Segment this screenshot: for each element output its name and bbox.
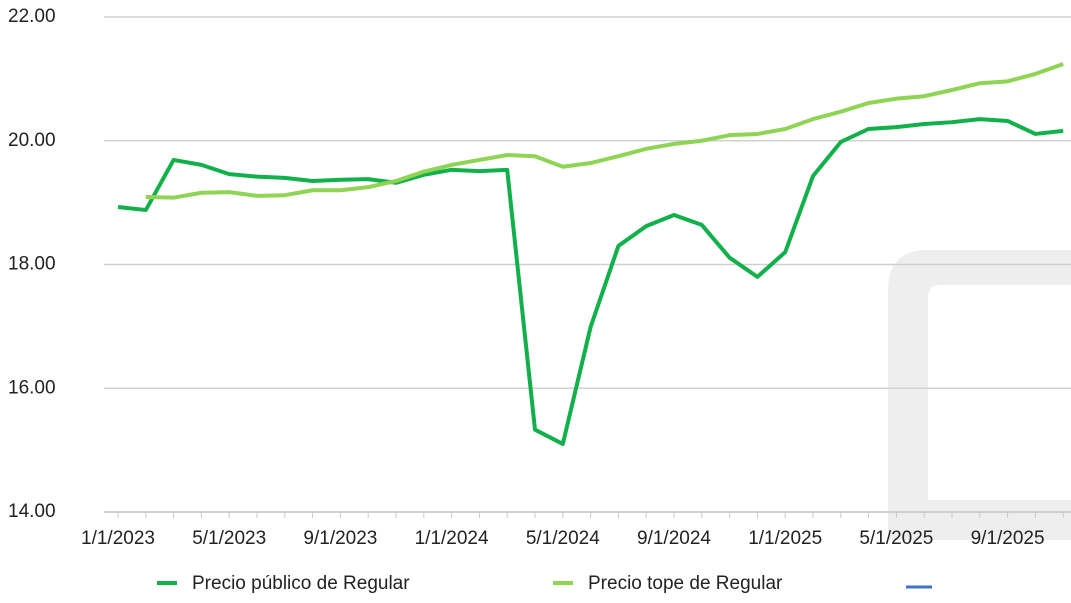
x-tick-label: 5/1/2024: [526, 528, 600, 549]
x-tick-label: 5/1/2025: [859, 528, 933, 549]
x-tick-label: 1/1/2025: [748, 528, 822, 549]
watermark: [888, 250, 1071, 540]
legend-label: Precio público de Regular: [192, 573, 410, 594]
legend-label: Precio tope de Regular: [588, 573, 783, 594]
x-tick-label: 9/1/2024: [637, 528, 711, 549]
y-tick-label: 20.00: [8, 130, 56, 151]
series-line: [117, 117, 1064, 446]
x-tick-label: 9/1/2025: [971, 528, 1045, 549]
y-tick-label: 22.00: [8, 6, 56, 27]
y-tick-label: 18.00: [8, 254, 56, 275]
x-tick-label: 1/1/2024: [415, 528, 489, 549]
x-tick-label: 5/1/2023: [192, 528, 266, 549]
series-line: [145, 62, 1064, 200]
y-tick-label: 16.00: [8, 377, 56, 398]
y-tick-label: 14.00: [8, 501, 56, 522]
x-tick-label: 1/1/2023: [81, 528, 155, 549]
x-tick-label: 9/1/2023: [303, 528, 377, 549]
